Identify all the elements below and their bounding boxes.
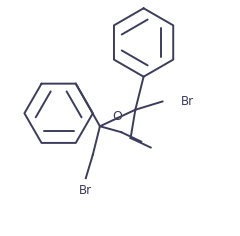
Text: O: O (113, 110, 123, 123)
Text: Br: Br (181, 95, 194, 108)
Text: Br: Br (79, 184, 92, 197)
